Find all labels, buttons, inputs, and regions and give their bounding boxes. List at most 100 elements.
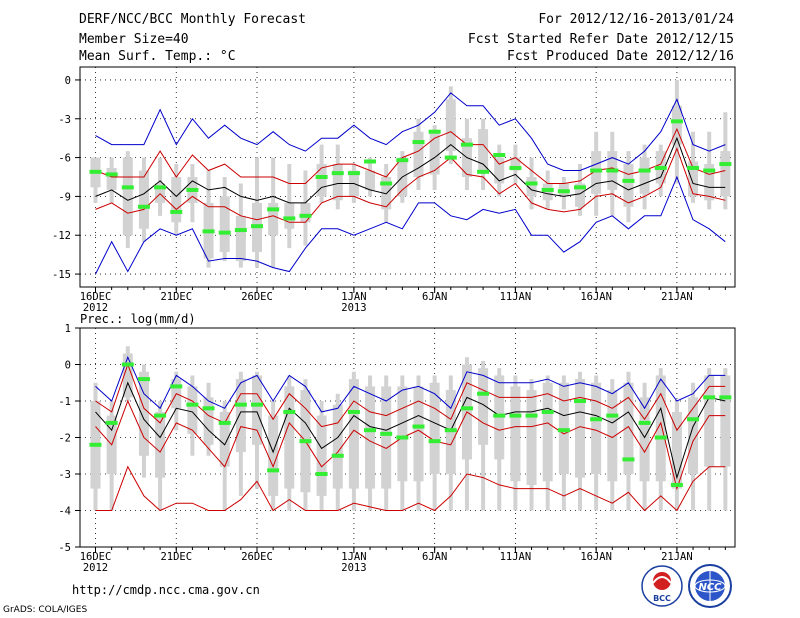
temp-median-mark — [218, 230, 231, 235]
temp-line-min — [95, 175, 726, 275]
prec-box — [623, 382, 634, 474]
prec-median-mark — [719, 395, 732, 400]
temp-y-tick-label: -3 — [58, 114, 71, 126]
temp-median-mark — [299, 213, 312, 218]
prec-box — [187, 386, 198, 434]
prec-box — [688, 397, 699, 474]
temp-box — [429, 131, 440, 175]
prec-x-tick-label: 16DEC — [80, 551, 112, 563]
temp-box — [219, 196, 230, 253]
temp-box — [122, 157, 133, 236]
prec-box — [219, 411, 230, 467]
temp-y-tick-label: 0 — [65, 75, 71, 87]
temp-y-tick-label: -12 — [52, 230, 71, 242]
temp-box — [138, 170, 149, 229]
prec-box — [268, 415, 279, 496]
temp-median-mark — [557, 189, 570, 194]
temp-median-mark — [170, 209, 183, 214]
prec-median-mark — [380, 431, 393, 436]
prec-x-tick-label: 26DEC — [241, 551, 273, 563]
temp-median-mark — [105, 172, 118, 177]
temp-median-mark — [234, 228, 247, 233]
source-url[interactable]: http://cmdp.ncc.cma.gov.cn — [72, 583, 260, 597]
temp-median-mark — [121, 185, 134, 190]
prec-median-mark — [622, 457, 635, 462]
temp-box — [332, 164, 343, 201]
member-size-label: Member Size=40 — [79, 32, 189, 47]
temp-median-mark — [719, 162, 732, 167]
chart-title: DERF/NCC/BCC Monthly Forecast — [79, 12, 306, 27]
temp-line-upper — [95, 127, 726, 184]
prec-box — [478, 368, 489, 445]
temp-median-mark — [89, 169, 102, 174]
prec-box — [607, 390, 618, 482]
temp-box — [494, 157, 505, 184]
prec-y-tick-label: 0 — [65, 360, 71, 372]
temp-median-mark — [574, 185, 586, 190]
temp-x-tick-label: 21DEC — [160, 291, 192, 303]
prec-x-tick-label: 11JAN — [500, 551, 532, 563]
temp-x-tick-label: 21JAN — [661, 291, 693, 303]
prec-median-mark — [493, 413, 506, 418]
prec-y-tick-label: -3 — [58, 469, 71, 481]
temp-median-mark — [137, 204, 150, 209]
prec-box — [252, 375, 262, 445]
temp-box — [688, 161, 699, 197]
temp-x-tick-label: 11JAN — [500, 291, 532, 303]
prec-box — [381, 386, 392, 489]
temp-line-lower — [95, 147, 726, 223]
prec-y-tick-label: 1 — [65, 323, 71, 335]
prec-y-tick-label: -2 — [58, 433, 71, 445]
prec-x-tick-label: 21DEC — [160, 551, 192, 563]
prec-box — [429, 382, 440, 474]
temp-y-tick-label: -15 — [52, 269, 71, 281]
prec-line-mean — [95, 381, 726, 480]
variable-label: Mean Surf. Temp.: °C — [79, 49, 236, 64]
temp-box — [106, 167, 117, 190]
prec-y-tick-label: -4 — [58, 506, 71, 518]
prec-box — [720, 375, 731, 467]
prec-median-mark — [590, 417, 603, 422]
temp-box — [300, 202, 311, 223]
prec-median-mark — [541, 409, 554, 414]
temp-box — [413, 131, 424, 177]
temp-box — [365, 170, 376, 190]
prec-median-mark — [283, 409, 296, 414]
prec-box — [138, 371, 149, 456]
prec-box — [332, 404, 343, 489]
prec-line-min — [95, 465, 726, 512]
temp-median-mark — [606, 168, 619, 173]
prec-box — [704, 375, 715, 467]
prec-median-mark — [412, 424, 425, 429]
temp-y-tick-label: -9 — [58, 191, 71, 203]
temp-box — [235, 215, 246, 262]
temp-median-mark — [412, 140, 425, 145]
prec-median-mark — [557, 428, 570, 433]
prec-box — [155, 411, 166, 478]
temp-box — [575, 183, 585, 207]
prec-median-mark — [444, 428, 457, 433]
temp-median-mark — [428, 129, 441, 134]
prec-box — [397, 386, 408, 482]
prec-median-mark — [396, 435, 409, 440]
temp-line-mean — [95, 136, 726, 204]
temp-median-mark — [703, 168, 716, 173]
prec-line-lower — [95, 399, 726, 491]
temp-box — [478, 129, 489, 171]
temp-median-mark — [654, 165, 667, 170]
prec-box — [591, 382, 602, 474]
temp-box — [639, 157, 650, 194]
prec-line-upper — [95, 363, 726, 432]
temp-x-tick-label: 1JAN — [341, 291, 366, 303]
prec-median-mark — [525, 413, 538, 418]
prec-box — [542, 382, 553, 482]
temp-box — [445, 99, 456, 152]
temp-box — [623, 164, 634, 207]
temp-box — [510, 157, 521, 171]
prec-box — [122, 353, 133, 398]
temp-x-tick-label: 6JAN — [422, 291, 447, 303]
prec-median-mark — [654, 435, 667, 440]
prec-median-mark — [574, 399, 586, 403]
